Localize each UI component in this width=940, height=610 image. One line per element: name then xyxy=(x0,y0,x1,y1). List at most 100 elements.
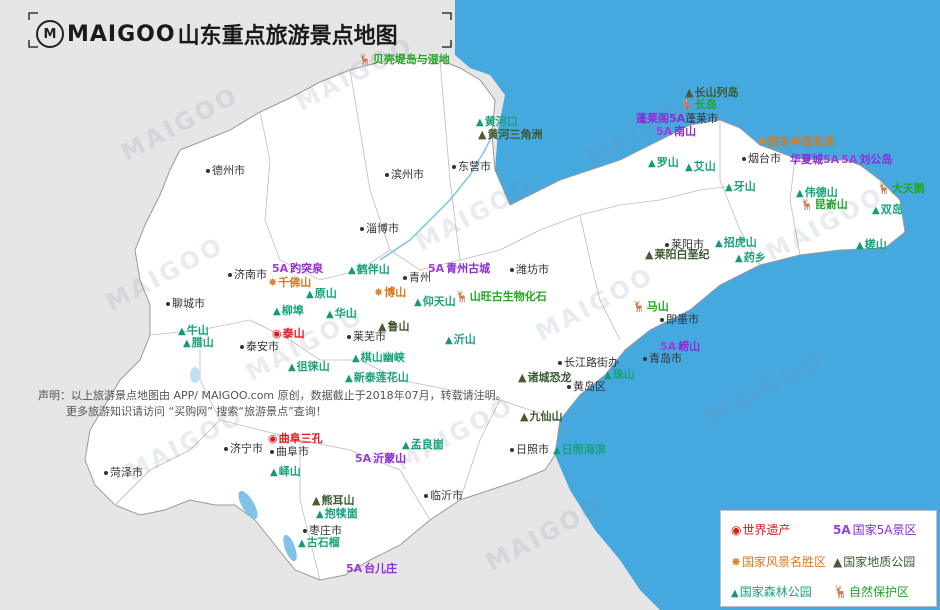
spot-geo: ▲熊耳山 xyxy=(312,494,355,507)
spot-forest: ▲棋山幽峡 xyxy=(352,351,405,364)
legend-heritage: ◉世界遗产 xyxy=(731,523,791,537)
tree-icon: ▲ xyxy=(445,335,453,346)
legend-reserve: 🦌自然保护区 xyxy=(833,585,909,599)
map-title: M MAIGOO 山东重点旅游景点地图 xyxy=(36,18,398,50)
mountain-icon: ▲ xyxy=(685,86,694,99)
tree-icon: ▲ xyxy=(316,509,324,520)
city-label: 日照市 xyxy=(510,443,549,456)
spot-5a: 5A 崂山 xyxy=(660,340,701,353)
spot-forest: ▲罗山 xyxy=(648,156,679,169)
city-label: 济南市 xyxy=(228,268,267,281)
world-heritage-icon: ◉ xyxy=(731,523,742,537)
deer-icon: 🦌 xyxy=(800,198,814,211)
spot-scenic: ✸千佛山 xyxy=(268,276,312,289)
spot-scenic: ✸博山 xyxy=(374,286,407,299)
city-label: 黄岛区 xyxy=(567,380,606,393)
spot-forest: ▲槎山 xyxy=(856,238,887,251)
spot-reserve: 🦌马山 xyxy=(632,300,669,313)
spot-reserve: 🦌大天鹅 xyxy=(877,182,925,195)
world-heritage-icon: ◉ xyxy=(268,432,278,445)
mountain-icon: ▲ xyxy=(378,320,387,333)
spot-scenic: ✸胶东半岛海滨 xyxy=(758,135,835,148)
deer-icon: 🦌 xyxy=(833,585,848,599)
spot-forest: ▲峄山 xyxy=(270,465,301,478)
maple-leaf-icon: ✸ xyxy=(731,555,742,569)
spot-forest: ▲仰天山 xyxy=(414,295,456,308)
deer-icon: 🦌 xyxy=(680,98,694,111)
spot-forest: ▲鹤伴山 xyxy=(348,263,390,276)
tree-icon: ▲ xyxy=(345,373,353,384)
mountain-icon: ▲ xyxy=(518,371,527,384)
legend-geo: ▲国家地质公园 xyxy=(833,555,916,569)
legend-forest: ▲国家森林公园 xyxy=(731,585,812,599)
spot-5a: 5A 青州古城 xyxy=(428,262,491,275)
spot-reserve: 🦌山旺古生物化石 xyxy=(455,290,547,303)
disclaimer-line: 更多旅游知识请访问 “买购网” 搜索“旅游景点”查询！ xyxy=(66,405,327,418)
tree-icon: ▲ xyxy=(183,338,191,349)
city-label: 青州 xyxy=(403,271,431,284)
spot-reserve: 🦌昆嵛山 xyxy=(800,198,848,211)
city-label: 淄博市 xyxy=(360,222,399,235)
tree-icon: ▲ xyxy=(402,440,410,451)
tree-icon: ▲ xyxy=(352,353,360,364)
mountain-icon: ▲ xyxy=(645,248,654,261)
spot-forest: ▲牙山 xyxy=(725,180,756,193)
city-label: 东营市 xyxy=(452,160,491,173)
tree-icon: ▲ xyxy=(648,158,656,169)
spot-5a: 5A 南山 xyxy=(656,125,697,138)
city-label: 莱阳市 xyxy=(665,238,704,251)
spot-forest: ▲新泰莲花山 xyxy=(345,371,409,384)
spot-5a: 5A 台儿庄 xyxy=(346,562,398,575)
city-label: 济宁市 xyxy=(224,442,263,455)
spot-forest: ▲珠山 xyxy=(604,368,635,381)
spot-heritage: ◉泰山 xyxy=(272,327,305,340)
deer-icon: 🦌 xyxy=(877,182,891,195)
tree-icon: ▲ xyxy=(725,182,733,193)
tree-icon: ▲ xyxy=(553,445,561,456)
spot-5a: 华夏城5A 5A 刘公岛 xyxy=(790,153,893,166)
spot-heritage: ◉曲阜三孔 xyxy=(268,432,323,445)
spot-forest: ▲腊山 xyxy=(183,336,214,349)
spot-forest: ▲华山 xyxy=(326,307,357,320)
spot-geo: ▲莱阳白垩纪 xyxy=(645,248,710,261)
tree-icon: ▲ xyxy=(685,162,693,173)
city-label: 莱芜市 xyxy=(347,330,386,343)
title-text: 山东重点旅游景点地图 xyxy=(177,24,398,49)
spot-geo: ▲鲁山 xyxy=(378,320,410,333)
maigoo-logo-icon: M xyxy=(36,20,64,48)
tree-icon: ▲ xyxy=(178,326,186,337)
spot-forest: ▲牛山 xyxy=(178,324,209,337)
spot-forest: ▲孟良崮 xyxy=(402,438,444,451)
deer-icon: 🦌 xyxy=(358,53,372,66)
spot-forest: ▲日照海滨 xyxy=(553,443,606,456)
spot-5a: 5A 沂蒙山 xyxy=(355,452,407,465)
tree-icon: ▲ xyxy=(414,297,422,308)
tree-icon: ▲ xyxy=(476,117,484,128)
mountain-icon: ▲ xyxy=(833,555,843,569)
tree-icon: ▲ xyxy=(715,238,723,249)
city-label: 临沂市 xyxy=(424,489,463,502)
tree-icon: ▲ xyxy=(273,306,281,317)
maple-leaf-icon: ✸ xyxy=(374,286,384,299)
mountain-icon: ▲ xyxy=(478,128,487,141)
spot-forest: ▲双岛 xyxy=(872,203,903,216)
city-label: 德州市 xyxy=(206,164,245,177)
city-label: 潍坊市 xyxy=(510,263,549,276)
city-label: 青岛市 xyxy=(643,352,682,365)
tree-icon: ▲ xyxy=(735,253,743,264)
spot-forest: ▲抱犊崮 xyxy=(316,507,358,520)
tree-icon: ▲ xyxy=(326,309,334,320)
spot-forest: ▲柳埠 xyxy=(273,304,304,317)
map-legend: ◉世界遗产 5A 国家5A景区 ✸国家风景名胜区 ▲国家地质公园 ▲国家森林公园 … xyxy=(720,510,937,607)
spot-forest: ▲沂山 xyxy=(445,333,476,346)
spot-reserve: 🦌贝壳堤岛与湿地 xyxy=(358,53,450,66)
tree-icon: ▲ xyxy=(604,370,612,381)
spot-forest: ▲药乡 xyxy=(735,251,766,264)
spot-forest: ▲原山 xyxy=(306,287,337,300)
spot-forest: ▲伟德山 xyxy=(796,186,838,199)
tree-icon: ▲ xyxy=(270,467,278,478)
deer-icon: 🦌 xyxy=(632,300,646,313)
title-frame xyxy=(28,12,452,48)
spot-5a: 5A 趵突泉 xyxy=(272,262,324,275)
spot-geo: ▲诸城恐龙 xyxy=(518,371,572,384)
